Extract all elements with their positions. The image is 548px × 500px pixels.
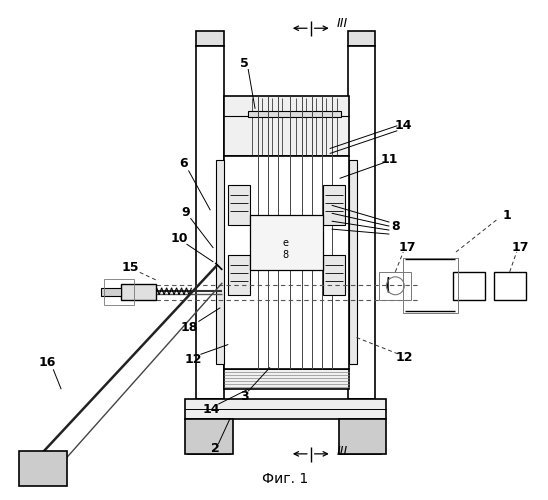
Bar (347, 31, 375, 46)
Text: 16: 16 (38, 356, 56, 369)
Text: 9: 9 (181, 206, 190, 218)
Bar (196, 46, 224, 399)
Bar (403, 258, 458, 312)
Text: 17: 17 (512, 240, 529, 254)
Text: 12: 12 (185, 353, 202, 366)
Bar (104, 279, 134, 304)
Text: 8: 8 (391, 220, 399, 232)
Bar (101, 288, 121, 296)
Text: Фиг. 1: Фиг. 1 (262, 472, 308, 486)
Bar (229, 186, 250, 225)
Bar (347, 399, 375, 419)
Text: 17: 17 (398, 240, 416, 254)
Bar (224, 156, 349, 370)
Text: III: III (336, 17, 348, 30)
Text: 6: 6 (179, 157, 188, 170)
Text: 11: 11 (381, 153, 398, 166)
Bar (347, 46, 375, 399)
Text: 14: 14 (395, 119, 412, 132)
Bar (19, 451, 67, 486)
Bar (224, 370, 349, 389)
Text: III: III (336, 446, 348, 458)
Text: 18: 18 (181, 321, 198, 334)
Bar (229, 255, 250, 294)
Bar (196, 31, 224, 46)
Text: 12: 12 (396, 351, 413, 364)
Text: 2: 2 (211, 442, 220, 456)
Bar (196, 399, 224, 419)
Bar (349, 160, 357, 364)
Bar (121, 284, 156, 300)
Bar (250, 215, 323, 270)
Bar (494, 272, 526, 299)
Text: e: e (283, 238, 289, 248)
Text: 14: 14 (203, 402, 220, 415)
Text: 3: 3 (240, 390, 248, 402)
Bar (216, 160, 224, 364)
Bar (323, 255, 345, 294)
Text: 5: 5 (240, 56, 249, 70)
Text: 10: 10 (171, 232, 189, 244)
Bar (185, 419, 233, 454)
Bar (185, 399, 386, 419)
Text: 15: 15 (122, 262, 140, 274)
Bar (189, 419, 230, 454)
Bar (224, 96, 349, 156)
Bar (339, 419, 386, 454)
Text: 8: 8 (283, 250, 289, 260)
Text: 1: 1 (503, 208, 511, 222)
Bar (248, 111, 341, 116)
Bar (340, 419, 381, 454)
Bar (453, 272, 485, 299)
Bar (323, 186, 345, 225)
Bar (379, 272, 411, 299)
